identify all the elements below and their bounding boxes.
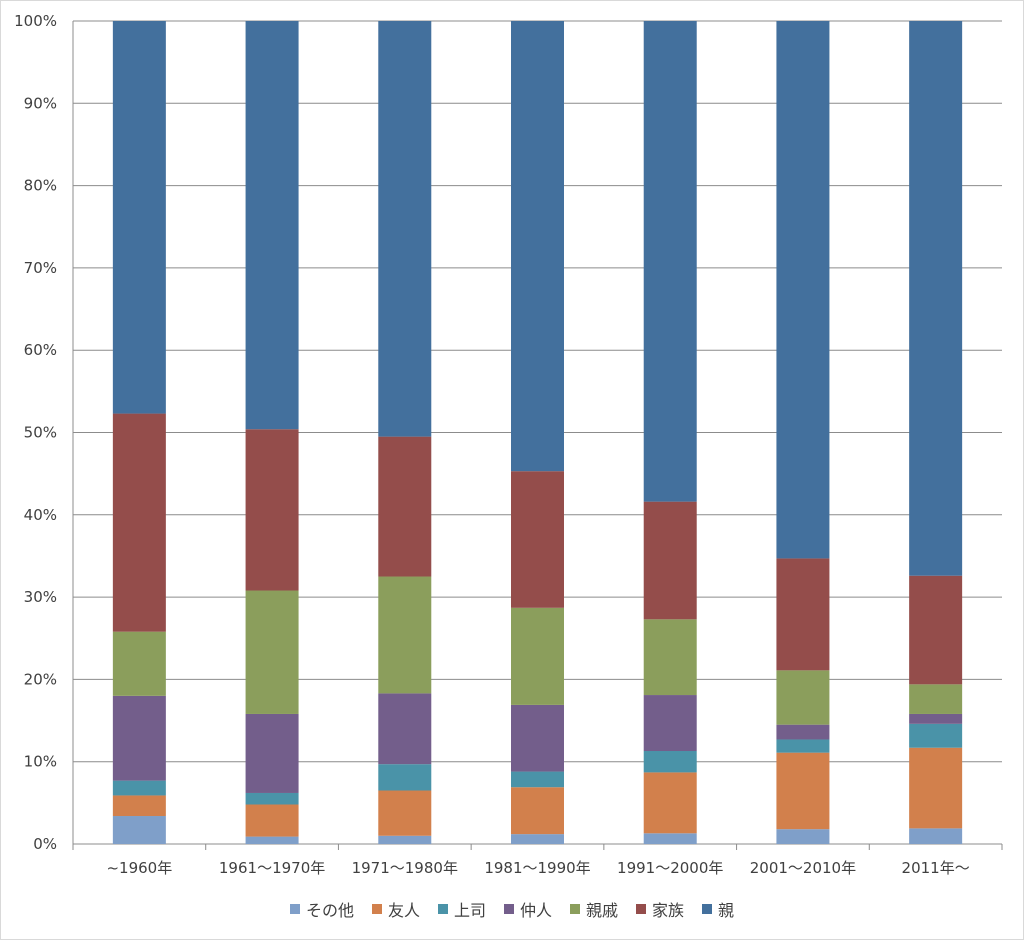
y-tick-label: 20%: [24, 670, 57, 688]
bar-segment: [643, 833, 697, 844]
bar-segment: [909, 723, 963, 748]
bar-segment: [112, 816, 166, 844]
bar-segment: [909, 21, 963, 576]
bar-segment: [511, 704, 564, 772]
bar-segment: [643, 619, 697, 696]
legend-label: 家族: [652, 901, 685, 920]
legend-label: 上司: [453, 901, 486, 920]
y-tick-label: 100%: [14, 12, 57, 30]
bar-segment: [643, 695, 697, 752]
legend-swatch: [503, 904, 514, 914]
legend-item: 親: [702, 897, 734, 921]
x-tick-label: 1971～1980年: [352, 859, 458, 877]
bar-segment: [776, 670, 830, 725]
y-tick-label: 40%: [24, 506, 57, 524]
bar-segment: [245, 792, 299, 805]
bar-segment: [245, 21, 299, 430]
bar-segment: [112, 21, 166, 414]
bar-segment: [511, 787, 564, 835]
y-tick-label: 70%: [24, 259, 57, 277]
bar-segment: [511, 771, 564, 788]
bar-segment: [245, 429, 299, 591]
legend-label: その他: [305, 901, 354, 920]
x-tick-label: ~1960年: [106, 859, 172, 877]
x-tick-label: 1991～2000年: [617, 859, 723, 877]
bar-segment: [112, 695, 166, 781]
legend-item: 上司: [437, 897, 486, 921]
bar-segment: [776, 739, 830, 753]
y-tick-label: 0%: [33, 835, 57, 853]
bar-segment: [378, 576, 432, 694]
bar-segment: [245, 590, 299, 714]
bar-segment: [776, 558, 830, 671]
bar-segment: [378, 21, 432, 437]
x-tick-label: 2011年～: [902, 859, 970, 877]
bar-segment: [776, 752, 830, 830]
legend-label: 仲人: [519, 901, 552, 920]
y-tick-label: 60%: [24, 341, 57, 359]
bar-segment: [245, 836, 299, 844]
bar-segment: [112, 631, 166, 696]
legend-item: 友人: [371, 897, 420, 921]
bar-segment: [245, 804, 299, 837]
bar-segment: [245, 713, 299, 793]
bar-segment: [909, 713, 963, 724]
x-tick-label: 2001～2010年: [750, 859, 856, 877]
y-tick-label: 80%: [24, 177, 57, 195]
legend-item: 家族: [636, 897, 684, 921]
bar-segment: [511, 471, 564, 608]
legend-swatch: [371, 904, 382, 914]
bar-segment: [909, 575, 963, 685]
legend-swatch: [570, 904, 580, 914]
bar-segment: [643, 501, 697, 620]
legend-label: 親戚: [586, 901, 619, 920]
legend-swatch: [437, 904, 448, 914]
y-tick-label: 30%: [24, 588, 57, 606]
legend-item: 親戚: [570, 897, 618, 921]
bar-segment: [643, 772, 697, 834]
bar-segment: [378, 764, 432, 791]
bar-segment: [378, 835, 432, 844]
x-tick-label: 1961～1970年: [219, 859, 325, 877]
legend-item: その他: [289, 897, 354, 921]
bar-segment: [112, 413, 166, 632]
bar-segment: [112, 780, 166, 796]
bar-segment: [909, 747, 963, 829]
bar-segment: [378, 436, 432, 577]
legend-swatch: [702, 904, 713, 914]
bar-segment: [643, 21, 697, 502]
bar-segment: [378, 693, 432, 765]
bar-segment: [378, 790, 432, 836]
y-tick-label: 50%: [24, 424, 57, 442]
bar-segment: [112, 795, 166, 817]
y-tick-label: 90%: [24, 94, 57, 112]
bar-segment: [776, 724, 830, 740]
legend-swatch: [636, 904, 647, 914]
x-tick-label: 1981～1990年: [484, 859, 590, 877]
legend-item: 仲人: [503, 897, 552, 921]
legend-label: 親: [718, 901, 735, 920]
bar-segment: [909, 684, 963, 714]
bar-segment: [511, 21, 564, 472]
bar-segment: [909, 828, 963, 844]
legend: その他 友人 上司 仲人 親戚 家族 親: [0, 897, 1024, 921]
bar-segment: [776, 21, 830, 559]
bar-segment: [776, 829, 830, 844]
y-tick-label: 10%: [24, 753, 57, 771]
bar-segment: [643, 751, 697, 773]
legend-swatch: [289, 904, 300, 914]
legend-label: 友人: [387, 901, 420, 920]
bar-segment: [511, 607, 564, 705]
bar-segment: [511, 834, 564, 844]
